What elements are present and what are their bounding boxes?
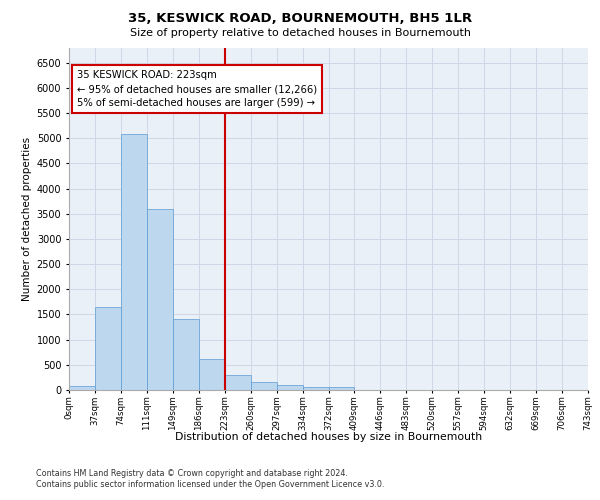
Bar (199, 359, 224, 390)
Text: Distribution of detached houses by size in Bournemouth: Distribution of detached houses by size … (175, 432, 482, 442)
Bar (95, 307, 121, 390)
Text: 35, KESWICK ROAD, BOURNEMOUTH, BH5 1LR: 35, KESWICK ROAD, BOURNEMOUTH, BH5 1LR (128, 12, 472, 26)
Bar (302, 387, 329, 390)
Text: Size of property relative to detached houses in Bournemouth: Size of property relative to detached ho… (130, 28, 470, 38)
Bar (251, 382, 277, 390)
Bar (277, 385, 302, 390)
Bar (225, 375, 251, 390)
Text: Contains HM Land Registry data © Crown copyright and database right 2024.: Contains HM Land Registry data © Crown c… (36, 469, 348, 478)
Bar (69, 386, 95, 390)
Text: 35 KESWICK ROAD: 223sqm
← 95% of detached houses are smaller (12,266)
5% of semi: 35 KESWICK ROAD: 223sqm ← 95% of detache… (77, 70, 317, 108)
Bar (147, 208, 173, 390)
Bar (173, 320, 199, 390)
Text: Contains public sector information licensed under the Open Government Licence v3: Contains public sector information licen… (36, 480, 385, 489)
Y-axis label: Number of detached properties: Number of detached properties (22, 136, 32, 301)
Bar (121, 134, 147, 390)
Bar (329, 387, 355, 390)
